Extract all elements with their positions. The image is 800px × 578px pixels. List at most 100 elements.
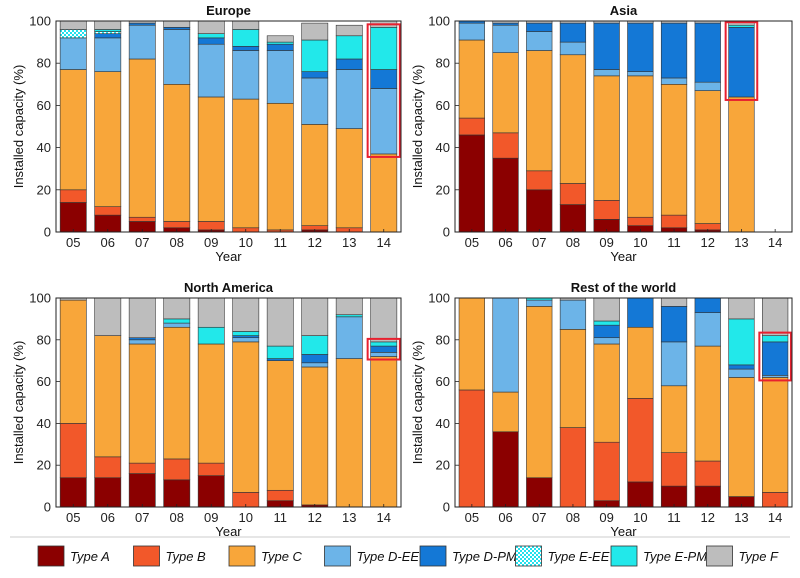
bar-segment — [266, 360, 294, 491]
bar-segment — [458, 22, 485, 41]
bar-segment — [728, 368, 755, 378]
bar-segment — [94, 20, 122, 30]
bar-segment — [728, 24, 755, 28]
y-tick-label: 60 — [436, 98, 450, 113]
x-tick-label: 10 — [633, 510, 647, 525]
bar-segment — [128, 339, 156, 345]
bar-segment — [197, 221, 225, 231]
bar-segment — [301, 22, 329, 41]
bar-segment — [163, 20, 191, 28]
bar-segment — [197, 475, 225, 508]
bar-segment — [526, 170, 553, 191]
bar-segment — [660, 214, 688, 229]
x-axis-label: Year — [610, 524, 637, 539]
bar-segment — [762, 377, 789, 493]
bar-segment — [559, 22, 587, 43]
bar-segment — [370, 341, 398, 347]
x-tick-label: 12 — [701, 510, 715, 525]
legend-label: Type A — [70, 549, 110, 564]
bar-segment — [335, 24, 363, 37]
x-tick-label: 07 — [135, 510, 149, 525]
bar-segment — [559, 41, 587, 56]
bar-segment — [335, 358, 363, 508]
bar-segment — [301, 39, 329, 72]
y-tick-label: 0 — [443, 500, 450, 515]
x-tick-label: 08 — [170, 510, 184, 525]
y-tick-label: 100 — [29, 291, 51, 306]
bar-segment — [163, 318, 191, 324]
legend-label: Type E-PM — [643, 549, 707, 564]
bar-segment — [559, 299, 587, 330]
bar-segment — [458, 297, 485, 391]
bar-segment — [762, 335, 789, 343]
y-tick-label: 100 — [428, 14, 450, 29]
x-tick-label: 14 — [768, 235, 782, 250]
bar-segment — [694, 312, 721, 347]
bar-segment — [694, 22, 721, 83]
legend-swatch — [706, 545, 733, 567]
bar-segment — [627, 71, 654, 77]
bar-segment — [94, 71, 122, 207]
bar-segment — [370, 153, 398, 233]
bar-segment — [660, 485, 688, 508]
bar-segment — [197, 343, 225, 464]
x-tick-label: 11 — [667, 235, 681, 250]
bar-segment — [94, 31, 122, 34]
x-tick-label: 10 — [239, 510, 253, 525]
legend-swatch — [133, 545, 160, 567]
x-tick-label: 07 — [135, 235, 149, 250]
bar-segment — [694, 297, 721, 313]
bar-segment — [660, 341, 688, 387]
bar-segment — [593, 324, 620, 339]
x-tick-label: 09 — [599, 510, 613, 525]
bar-segment — [232, 46, 260, 51]
bar-segment — [370, 69, 398, 89]
bar-segment — [526, 22, 553, 32]
legend-swatch — [419, 545, 447, 567]
bar-segment — [492, 431, 519, 508]
x-tick-label: 11 — [274, 235, 288, 250]
legend-label: Type F — [739, 549, 780, 564]
x-tick-label: 05 — [465, 510, 479, 525]
bar-segment — [94, 33, 122, 39]
bar-segment — [728, 96, 755, 233]
bar-segment — [59, 423, 87, 479]
bar-segment — [94, 456, 122, 479]
bar-segment — [370, 345, 398, 353]
x-tick-label: 08 — [566, 510, 580, 525]
bar-segment — [266, 345, 294, 359]
bar-segment — [492, 391, 519, 433]
bar-segment — [163, 326, 191, 460]
x-tick-label: 14 — [377, 510, 391, 525]
bar-segment — [266, 50, 294, 104]
bar-segment — [128, 297, 156, 339]
bar-segment — [59, 37, 87, 70]
bar-segment — [232, 297, 260, 332]
y-tick-label: 80 — [436, 332, 450, 347]
bar-segment — [627, 297, 654, 328]
bar-segment — [492, 52, 519, 134]
bar-segment — [728, 364, 755, 370]
bar-segment — [370, 356, 398, 508]
bar-segment — [94, 335, 122, 458]
legend: Type A Type B Type C Type D-EE Type D-PM Type… — [10, 536, 790, 567]
x-tick-label: 06 — [498, 235, 512, 250]
bar-segment — [593, 75, 620, 201]
bar-segment — [335, 314, 363, 318]
bar-segment — [660, 306, 688, 343]
y-tick-label: 40 — [436, 140, 450, 155]
bar-segment — [301, 335, 329, 355]
x-tick-label: 08 — [170, 235, 184, 250]
y-tick-label: 100 — [428, 291, 450, 306]
bar-segment — [163, 479, 191, 508]
bar-segment — [266, 41, 294, 45]
bar-segment — [458, 134, 485, 233]
bar-segment — [627, 398, 654, 483]
bar-segment — [59, 299, 87, 424]
bar-segment — [559, 204, 587, 233]
bar-segment — [660, 452, 688, 487]
x-axis-label: Year — [215, 249, 242, 264]
bar-segment — [94, 206, 122, 216]
bar-segment — [301, 77, 329, 125]
